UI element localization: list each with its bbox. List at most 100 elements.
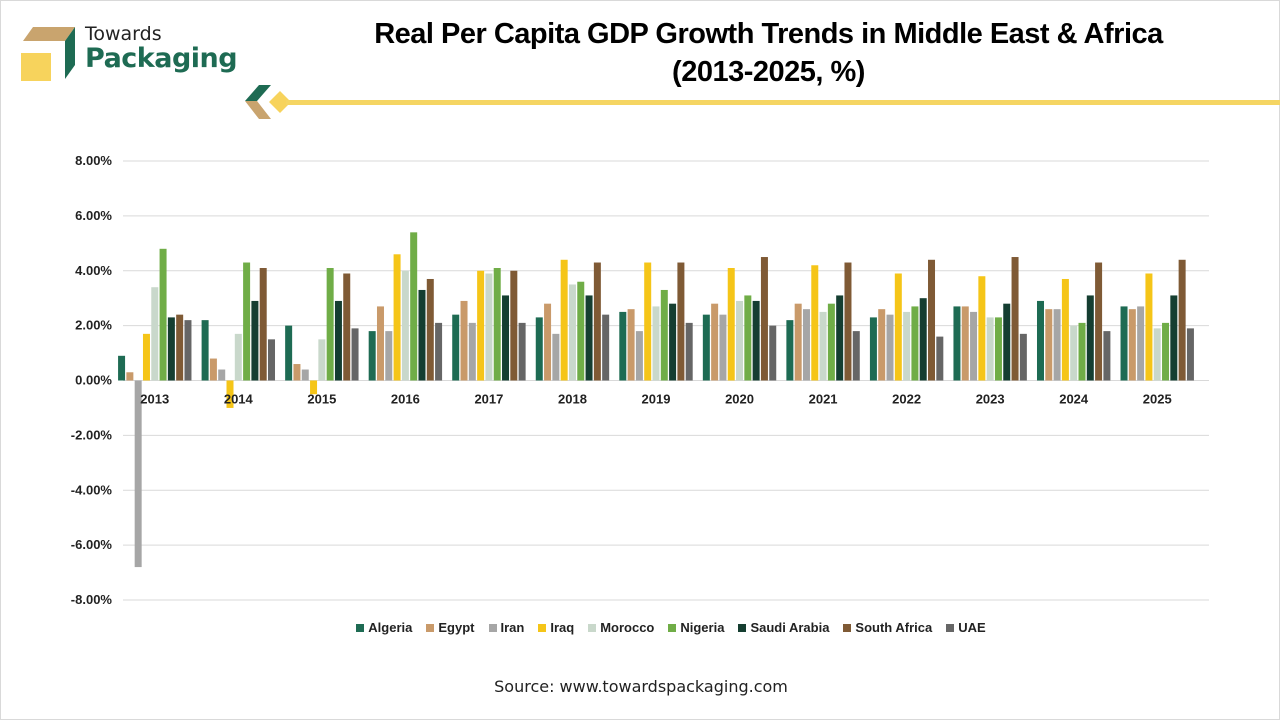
- bar-iran-2024: [1053, 309, 1061, 381]
- bar-uae-2025: [1186, 328, 1194, 381]
- bar-egypt-2025: [1128, 309, 1136, 381]
- bar-iran-2016: [385, 331, 393, 381]
- bar-south-africa-2014: [259, 268, 267, 381]
- bar-morocco-2015: [318, 339, 326, 381]
- bar-uae-2016: [435, 322, 443, 381]
- legend-item: Morocco: [588, 620, 654, 635]
- brand-logo: [19, 23, 239, 83]
- bar-morocco-2021: [819, 311, 827, 381]
- bar-nigeria-2024: [1078, 322, 1086, 381]
- bar-egypt-2020: [711, 303, 719, 381]
- legend-swatch: [588, 623, 597, 632]
- bar-iran-2023: [970, 311, 978, 381]
- bar-egypt-2024: [1045, 309, 1053, 381]
- bar-saudi-arabia-2018: [585, 295, 593, 381]
- source-note: Source: www.towardspackaging.com: [494, 677, 788, 696]
- legend-swatch: [738, 623, 747, 632]
- bar-iraq-2025: [1145, 273, 1153, 381]
- legend-label: UAE: [958, 620, 986, 635]
- bar-nigeria-2013: [159, 248, 167, 381]
- bar-morocco-2018: [568, 284, 576, 381]
- legend-item: Algeria: [356, 620, 412, 635]
- bar-algeria-2018: [535, 317, 543, 381]
- x-tick-label: 2024: [1059, 392, 1089, 407]
- bar-chart: 8.00% 6.00% 4.00% 2.00% 0.00% -2.00% -4.00% -6.…: [71, 153, 1209, 607]
- legend-label: Nigeria: [680, 620, 725, 635]
- bar-morocco-2020: [736, 300, 744, 381]
- bar-saudi-arabia-2016: [418, 289, 426, 381]
- bar-uae-2018: [602, 314, 610, 381]
- bar-iran-2015: [301, 369, 309, 381]
- bar-nigeria-2014: [243, 262, 251, 381]
- bar-saudi-arabia-2020: [752, 300, 760, 381]
- bar-saudi-arabia-2013: [167, 317, 175, 381]
- legend-label: Egypt: [438, 620, 475, 635]
- bar-saudi-arabia-2017: [502, 295, 510, 381]
- legend-label: Saudi Arabia: [750, 620, 830, 635]
- bar-morocco-2023: [986, 317, 994, 381]
- x-tick-label: 2015: [307, 392, 336, 407]
- legend-swatch: [843, 623, 852, 632]
- bar-saudi-arabia-2021: [836, 295, 844, 381]
- bar-morocco-2014: [234, 333, 242, 381]
- legend-swatch: [668, 623, 677, 632]
- x-tick-label: 2022: [892, 392, 921, 407]
- title-line-1: Real Per Capita GDP Growth Trends in Mid…: [374, 18, 1163, 50]
- bar-saudi-arabia-2024: [1086, 295, 1094, 381]
- legend-label: South Africa: [855, 620, 933, 635]
- bar-iraq-2020: [727, 268, 735, 381]
- bar-iraq-2019: [644, 262, 652, 381]
- bar-algeria-2013: [118, 355, 126, 381]
- brand-name-line2: Packaging: [85, 43, 238, 74]
- y-tick-label: 8.00%: [75, 153, 112, 168]
- bar-nigeria-2017: [493, 268, 501, 381]
- x-tick-label: 2018: [558, 392, 587, 407]
- bar-south-africa-2021: [844, 262, 852, 381]
- x-tick-label: 2021: [809, 392, 838, 407]
- title-underline: [286, 100, 1280, 105]
- bar-egypt-2021: [794, 303, 802, 381]
- bar-iraq-2023: [978, 276, 986, 381]
- legend-item: Iran: [488, 620, 524, 635]
- y-tick-label: 0.00%: [75, 373, 112, 388]
- bar-south-africa-2015: [343, 273, 351, 381]
- chart-title: Real Per Capita GDP Growth Trends in Mid…: [281, 15, 1256, 91]
- chart-legend: Algeria Egypt Iran Iraq Morocco Nigeria Saudi …: [1, 620, 1280, 635]
- bar-iran-2013: [134, 380, 142, 568]
- bar-uae-2023: [1019, 333, 1027, 381]
- bar-iran-2020: [719, 314, 727, 381]
- bar-nigeria-2021: [827, 303, 835, 381]
- legend-label: Iraq: [550, 620, 575, 635]
- title-line-2: (2013-2025, %): [672, 56, 865, 88]
- legend-item: Iraq: [538, 620, 574, 635]
- bar-iran-2025: [1137, 306, 1145, 381]
- bar-iraq-2017: [477, 270, 485, 381]
- x-tick-label: 2014: [224, 392, 254, 407]
- bar-uae-2021: [852, 331, 860, 381]
- bar-morocco-2013: [151, 287, 159, 381]
- y-tick-label: 6.00%: [75, 208, 112, 223]
- bar-south-africa-2022: [928, 259, 936, 381]
- bar-algeria-2019: [619, 311, 627, 381]
- x-tick-label: 2023: [976, 392, 1005, 407]
- legend-item: UAE: [946, 620, 986, 635]
- bar-south-africa-2018: [593, 262, 601, 381]
- bar-algeria-2016: [368, 331, 376, 381]
- legend-item: Saudi Arabia: [738, 620, 829, 635]
- bar-algeria-2020: [702, 314, 710, 381]
- bar-saudi-arabia-2015: [334, 300, 342, 381]
- bar-nigeria-2019: [660, 289, 668, 381]
- y-tick-label: -2.00%: [71, 427, 113, 442]
- bar-uae-2019: [685, 322, 693, 381]
- y-tick-label: 4.00%: [75, 263, 112, 278]
- bar-south-africa-2016: [426, 278, 434, 381]
- bar-morocco-2025: [1153, 328, 1161, 381]
- bar-iran-2018: [552, 333, 560, 381]
- bar-south-africa-2020: [760, 257, 768, 381]
- x-tick-label: 2025: [1143, 392, 1172, 407]
- bar-iraq-2014: [226, 380, 234, 408]
- legend-swatch: [488, 623, 497, 632]
- bar-egypt-2023: [961, 306, 969, 381]
- bar-saudi-arabia-2022: [919, 298, 927, 381]
- legend-swatch: [538, 623, 547, 632]
